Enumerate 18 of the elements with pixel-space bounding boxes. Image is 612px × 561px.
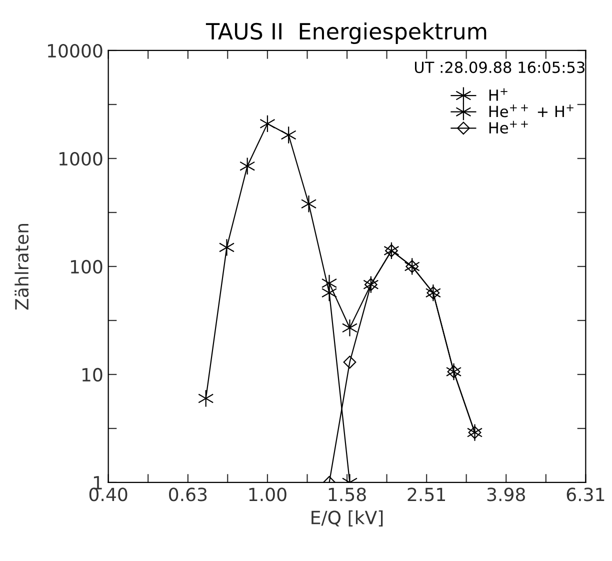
- x-tick-label: 1.58: [328, 488, 366, 502]
- x-tick-label: 0.40: [89, 488, 128, 502]
- x-axis-title: E/Q [kV]: [312, 510, 383, 526]
- legend-label: H$^{+}$: [489, 88, 508, 101]
- y-tick-label: 10: [82, 368, 102, 382]
- legend-label: He$^{++}$ + H$^{+}$: [489, 104, 574, 118]
- x-tick-label: 3.98: [487, 488, 525, 502]
- x-tick-label: 6.31: [566, 488, 604, 502]
- y-tick-label: 1000: [59, 152, 102, 166]
- x-tick-label: 2.51: [408, 488, 446, 502]
- annotation: UT :28.09.88 16:05:53: [414, 62, 584, 74]
- y-tick-label: 10000: [48, 44, 102, 58]
- y-tick-label: 100: [70, 260, 102, 274]
- y-axis-title: Zählraten: [14, 224, 29, 310]
- x-tick-label: 1.00: [249, 488, 286, 502]
- x-tick-label: 0.63: [169, 488, 207, 502]
- chart-title: TAUS II Energiespektrum: [206, 22, 486, 44]
- legend-label: He$^{++}$: [489, 120, 528, 134]
